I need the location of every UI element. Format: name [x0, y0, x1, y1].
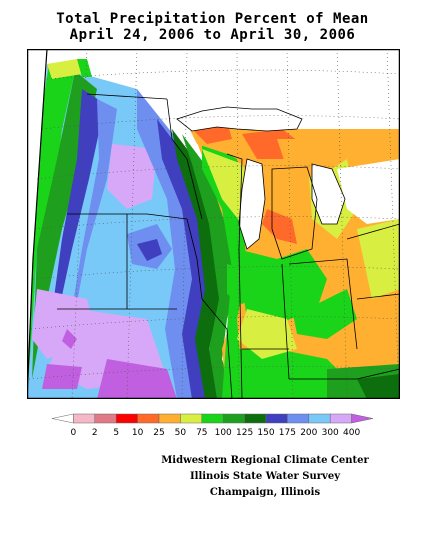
- legend-tick-label: 0: [71, 428, 77, 438]
- legend-tick-label: 75: [196, 428, 207, 438]
- legend-swatch: [244, 413, 267, 424]
- legend-tick-label: 2: [92, 428, 98, 438]
- legend-tick-label: 5: [113, 428, 119, 438]
- map-title: Total Precipitation Percent of Mean: [56, 11, 369, 27]
- graticule: [28, 48, 401, 400]
- legend-tick-label: 125: [236, 428, 253, 438]
- legend-swatch: [308, 413, 331, 424]
- legend-tick-label: 175: [279, 428, 296, 438]
- legend-tick-label: 100: [215, 428, 232, 438]
- legend-swatch: [158, 413, 181, 424]
- legend-tick-label: 300: [322, 428, 339, 438]
- legend-tick-label: 400: [343, 428, 360, 438]
- legend-swatch: [222, 413, 245, 424]
- credit-survey: Illinois State Water Survey: [189, 471, 341, 482]
- credit-center: Midwestern Regional Climate Center: [161, 455, 369, 466]
- map-date-range: April 24, 2006 to April 30, 2006: [69, 27, 356, 43]
- legend-swatch: [51, 413, 74, 424]
- legend-tick-label: 10: [132, 428, 144, 438]
- legend-swatch: [265, 413, 288, 424]
- legend-tick-label: 50: [175, 428, 187, 438]
- legend-swatch: [201, 413, 224, 424]
- legend-swatch: [137, 413, 160, 424]
- legend-tick-label: 150: [257, 428, 274, 438]
- legend-swatch: [287, 413, 310, 424]
- credit-location: Champaign, Illinois: [209, 487, 321, 498]
- legend-swatch: [351, 413, 374, 424]
- legend-swatch: [329, 413, 352, 424]
- legend-swatch: [94, 413, 117, 424]
- legend-tick-label: 25: [153, 428, 164, 438]
- color-legend: 0 2 5 10 25 50 75 100 125 150 175 200 300 400: [40, 411, 385, 451]
- precipitation-field: [27, 49, 400, 399]
- legend-swatch: [180, 413, 203, 424]
- legend-swatch: [115, 413, 138, 424]
- state-boundaries: [57, 93, 401, 400]
- legend-tick-label: 200: [300, 428, 317, 438]
- precipitation-map: [26, 48, 401, 400]
- legend-swatch: [73, 413, 96, 424]
